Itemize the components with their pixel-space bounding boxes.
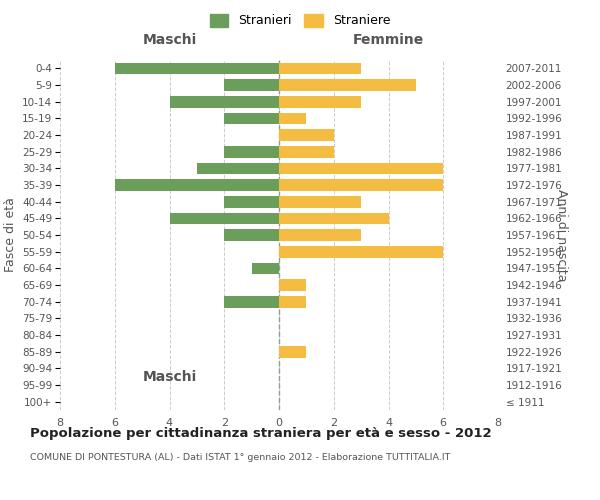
Bar: [224, 196, 279, 207]
Text: Femmine: Femmine: [353, 32, 424, 46]
Legend: Stranieri, Straniere: Stranieri, Straniere: [205, 8, 395, 32]
Bar: [197, 162, 279, 174]
Bar: [251, 262, 279, 274]
Bar: [224, 146, 279, 158]
Bar: [279, 96, 361, 108]
Bar: [279, 346, 307, 358]
Bar: [115, 62, 279, 74]
Bar: [170, 96, 279, 108]
Bar: [279, 279, 307, 291]
Bar: [279, 296, 307, 308]
Bar: [279, 129, 334, 141]
Bar: [279, 79, 416, 91]
Bar: [279, 62, 361, 74]
Bar: [279, 196, 361, 207]
Y-axis label: Fasce di età: Fasce di età: [4, 198, 17, 272]
Bar: [279, 212, 389, 224]
Bar: [279, 112, 307, 124]
Bar: [279, 246, 443, 258]
Bar: [224, 296, 279, 308]
Text: Maschi: Maschi: [142, 370, 197, 384]
Text: Popolazione per cittadinanza straniera per età e sesso - 2012: Popolazione per cittadinanza straniera p…: [30, 428, 491, 440]
Bar: [224, 112, 279, 124]
Bar: [279, 162, 443, 174]
Text: Maschi: Maschi: [142, 32, 197, 46]
Text: COMUNE DI PONTESTURA (AL) - Dati ISTAT 1° gennaio 2012 - Elaborazione TUTTITALIA: COMUNE DI PONTESTURA (AL) - Dati ISTAT 1…: [30, 452, 451, 462]
Bar: [115, 179, 279, 191]
Bar: [224, 229, 279, 241]
Bar: [279, 229, 361, 241]
Bar: [224, 79, 279, 91]
Y-axis label: Anni di nascita: Anni di nascita: [555, 188, 568, 281]
Bar: [170, 212, 279, 224]
Bar: [279, 146, 334, 158]
Bar: [279, 179, 443, 191]
